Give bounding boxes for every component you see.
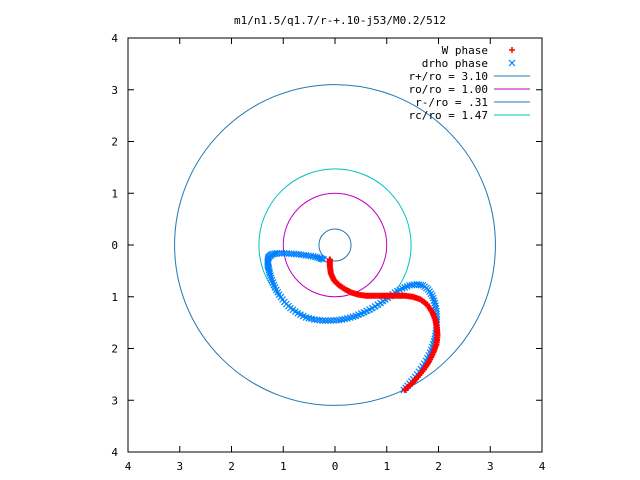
legend-label: rc/ro = 1.47 — [409, 109, 488, 122]
drho-phase-point — [327, 317, 335, 324]
y-tick-label: 2 — [111, 343, 118, 356]
w-phase-series — [326, 256, 441, 393]
drho-phase-point — [324, 317, 332, 324]
w-phase-point — [401, 386, 408, 393]
drho-phase-point — [332, 316, 340, 324]
drho-phase-point — [316, 316, 324, 324]
drho-phase-point — [266, 268, 273, 276]
drho-phase-point — [266, 270, 274, 277]
chart-title: m1/n1.5/q1.7/r-+.10-j53/M0.2/512 — [234, 14, 446, 27]
drho-phase-point — [310, 316, 318, 323]
legend-swatch-plus — [509, 47, 515, 53]
y-tick-label: 0 — [111, 239, 118, 252]
circle-r-ro — [318, 228, 352, 262]
legend-label: drho phase — [422, 57, 488, 70]
circle-roro — [282, 192, 388, 298]
x-tick-label: 0 — [332, 460, 339, 473]
drho-phase-point — [267, 274, 275, 282]
x-tick-labels: 4 3 2 1 0 1 2 3 4 — [125, 460, 546, 473]
drho-phase-point — [319, 317, 327, 324]
drho-phase-point — [321, 317, 329, 324]
y-tick-label: 1 — [111, 187, 118, 200]
y-tick-label: 4 — [111, 32, 118, 45]
x-tick-label: 1 — [383, 460, 390, 473]
y-tick-label: 4 — [111, 446, 118, 459]
y-tick-labels: 4 3 2 1 0 1 2 3 4 — [111, 32, 118, 459]
drho-phase-point — [313, 253, 321, 261]
x-tick-label: 2 — [435, 460, 442, 473]
y-tick-label: 3 — [111, 84, 118, 97]
drho-phase-point — [316, 254, 323, 262]
x-tick-label: 3 — [487, 460, 494, 473]
x-tick-label: 4 — [125, 460, 132, 473]
drho-phase-point — [267, 272, 274, 280]
legend-label: r+/ro = 3.10 — [409, 70, 488, 83]
legend-label: W phase — [442, 44, 488, 57]
x-tick-label: 2 — [228, 460, 235, 473]
legend-swatch-cross — [508, 59, 516, 67]
x-tick-label: 1 — [280, 460, 287, 473]
reference-circles — [174, 84, 496, 406]
circle-r+ro — [174, 84, 496, 406]
drho-phase-point — [313, 316, 321, 324]
drho-phase-point — [417, 281, 425, 289]
drho-phase-point — [330, 316, 338, 324]
x-tick-marks — [127, 38, 543, 452]
y-tick-label: 3 — [111, 394, 118, 407]
y-tick-label: 2 — [111, 136, 118, 149]
legend-label: r-/ro = .31 — [415, 96, 488, 109]
legend-label: ro/ro = 1.00 — [409, 83, 488, 96]
y-tick-label: 1 — [111, 291, 118, 304]
y-tick-marks — [128, 37, 542, 453]
drho-phase-point — [264, 262, 272, 270]
x-tick-label: 3 — [176, 460, 183, 473]
x-tick-label: 4 — [539, 460, 546, 473]
